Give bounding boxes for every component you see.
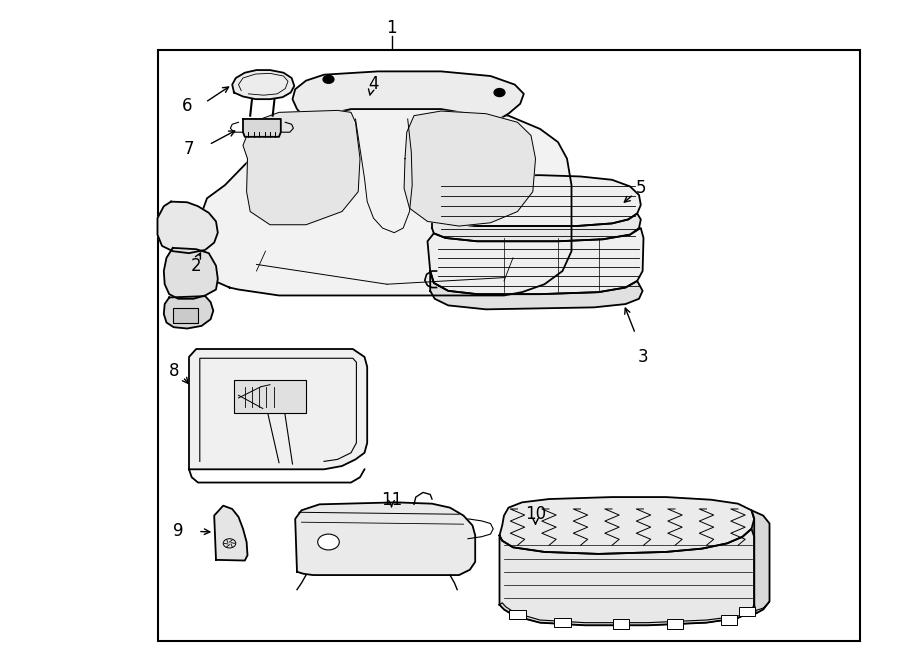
Text: 9: 9: [173, 522, 184, 540]
Text: 3: 3: [637, 348, 648, 366]
Polygon shape: [500, 602, 770, 625]
Bar: [667, 619, 683, 629]
Text: 8: 8: [169, 362, 180, 381]
Bar: [613, 619, 629, 629]
Bar: [509, 610, 526, 619]
Polygon shape: [158, 202, 218, 253]
Bar: [739, 607, 755, 616]
Polygon shape: [500, 497, 754, 554]
Text: 6: 6: [182, 97, 193, 115]
Polygon shape: [243, 110, 360, 225]
Polygon shape: [752, 510, 770, 613]
Polygon shape: [428, 228, 644, 294]
Bar: [234, 380, 306, 413]
Polygon shape: [198, 109, 572, 295]
Bar: [158, 50, 860, 641]
Polygon shape: [292, 71, 524, 119]
Polygon shape: [430, 175, 641, 226]
Polygon shape: [295, 502, 475, 575]
Polygon shape: [404, 111, 536, 226]
Polygon shape: [232, 70, 294, 99]
Bar: [173, 308, 198, 323]
Text: 4: 4: [368, 75, 379, 93]
Text: 10: 10: [525, 505, 546, 524]
Text: 11: 11: [381, 490, 402, 509]
Polygon shape: [430, 271, 643, 309]
Polygon shape: [243, 119, 281, 137]
Circle shape: [318, 534, 339, 550]
Text: 2: 2: [191, 256, 202, 275]
Bar: [554, 618, 571, 627]
Polygon shape: [500, 529, 754, 625]
Polygon shape: [164, 248, 218, 299]
Bar: [721, 615, 737, 625]
Text: 1: 1: [386, 19, 397, 37]
Text: 7: 7: [184, 139, 194, 158]
Polygon shape: [214, 506, 248, 561]
Circle shape: [323, 75, 334, 83]
Polygon shape: [164, 296, 213, 329]
Circle shape: [494, 89, 505, 97]
Polygon shape: [189, 349, 367, 469]
Polygon shape: [432, 212, 641, 241]
Text: 5: 5: [635, 179, 646, 198]
